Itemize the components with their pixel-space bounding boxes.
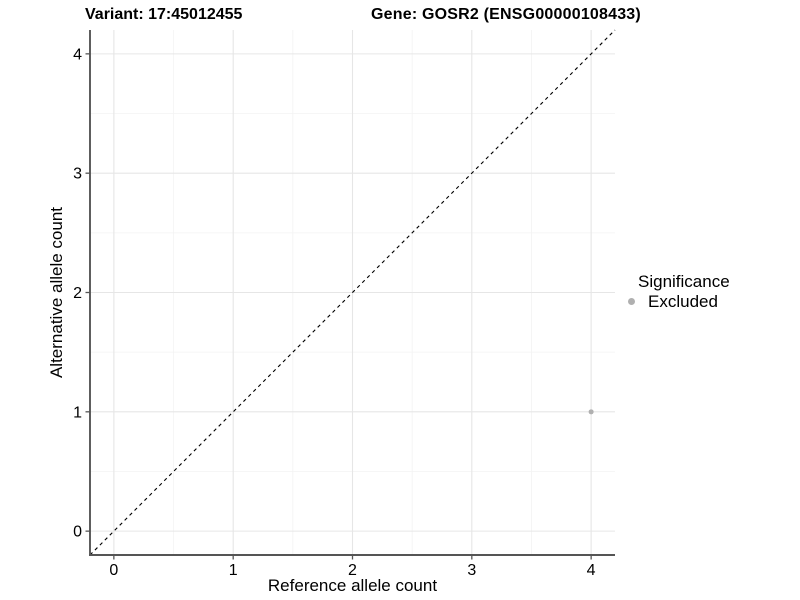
variant-title: Variant: 17:45012455	[85, 6, 243, 23]
y-tick-label: 4	[73, 46, 82, 63]
y-tick-label: 2	[73, 285, 82, 302]
y-axis-title: Alternative allele count	[47, 206, 66, 379]
x-tick-label: 2	[348, 562, 357, 579]
x-tick-label: 3	[467, 562, 476, 579]
data-point-excluded	[588, 409, 594, 415]
legend: Significance Excluded	[626, 272, 730, 311]
y-tick-label: 1	[73, 404, 82, 421]
legend-key-dot	[628, 298, 635, 305]
x-tick-label: 4	[587, 562, 596, 579]
y-tick-label: 3	[73, 166, 82, 183]
y-tick-label: 0	[73, 524, 82, 541]
gene-title: Gene: GOSR2 (ENSG00000108433)	[371, 6, 641, 23]
legend-title: Significance	[638, 272, 730, 291]
x-axis-title: Reference allele count	[267, 576, 438, 595]
identity-line	[89, 29, 616, 556]
x-tick-label: 0	[109, 562, 118, 579]
legend-item-excluded: Excluded	[626, 292, 730, 311]
legend-item-label: Excluded	[648, 292, 718, 311]
x-tick-label: 1	[229, 562, 238, 579]
